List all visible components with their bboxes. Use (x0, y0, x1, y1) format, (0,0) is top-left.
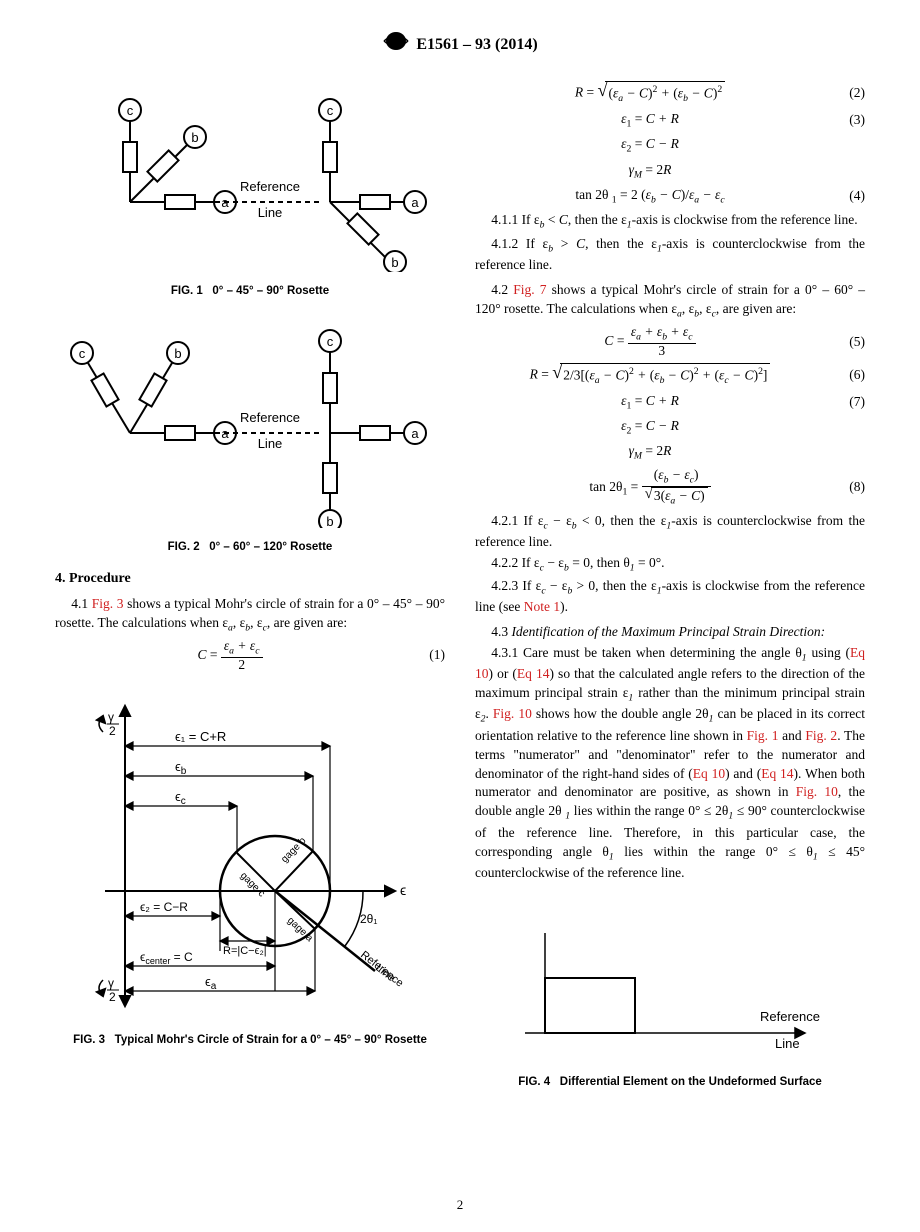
svg-text:a: a (411, 195, 419, 210)
link-fig10b[interactable]: Fig. 10 (796, 784, 838, 799)
para-4-1: 4.1 Fig. 3 shows a typical Mohr's circle… (55, 595, 445, 635)
para-4-3-1: 4.3.1 Care must be taken when determinin… (475, 644, 865, 883)
fig4-svg: Reference Line (505, 913, 835, 1063)
section-4-head: 4. Procedure (55, 569, 445, 589)
svg-text:Reference: Reference (240, 410, 300, 425)
link-note1[interactable]: Note 1 (524, 599, 560, 614)
svg-text:ϵc: ϵc (175, 789, 186, 807)
svg-text:ϵ: ϵ (400, 882, 406, 898)
svg-text:γ: γ (108, 976, 114, 990)
link-eq10b[interactable]: Eq 10 (693, 766, 725, 781)
equation-4: tan 2θ 1 = 2 (εb − C)/εa − εc (4) (475, 186, 865, 207)
para-4-1-2: 4.1.2 If εb > C, then the ε1-axis is cou… (475, 235, 865, 275)
fig1-svg: a b c Reference Line (70, 77, 430, 272)
para-4-2: 4.2 Fig. 7 shows a typical Mohr's circle… (475, 281, 865, 321)
svg-text:R=|C−ϵ₂|: R=|C−ϵ₂| (223, 945, 267, 957)
svg-text:Reference: Reference (240, 179, 300, 194)
svg-text:ϵ₁ = C+R: ϵ₁ = C+R (175, 729, 226, 744)
para-4-2-2: 4.2.2 If εc − εb = 0, then θ1 = 0°. (475, 554, 865, 575)
para-4-3-head: 4.3 Identification of the Maximum Princi… (475, 623, 865, 642)
svg-text:2: 2 (109, 990, 116, 1004)
svg-text:b: b (191, 130, 198, 145)
svg-text:ϵcenter = C: ϵcenter = C (140, 950, 193, 966)
fig3-svg: ϵ γ2 γ2 Reference Line gage a gage b (85, 691, 415, 1021)
svg-text:a: a (411, 426, 419, 441)
fig2-svg: a b c Reference Line a (70, 313, 430, 528)
link-fig10[interactable]: Fig. 10 (493, 706, 532, 721)
equation-6: R = √2/3[(εa − C)2 + (εb − C)2 + (εc − C… (475, 363, 865, 388)
link-fig7[interactable]: Fig. 7 (513, 282, 546, 297)
page-number: 2 (0, 1196, 920, 1214)
equation-1: C = εa + εc2 (1) (55, 639, 445, 673)
svg-text:b: b (391, 255, 398, 270)
svg-text:gage c: gage c (238, 870, 267, 899)
link-fig2[interactable]: Fig. 2 (805, 728, 837, 743)
equation-5: C = εa + εb + εc3 (5) (475, 325, 865, 359)
svg-text:b: b (174, 346, 181, 361)
svg-text:ϵ₂ = C−R: ϵ₂ = C−R (140, 900, 188, 914)
svg-text:ϵb: ϵb (175, 759, 187, 777)
link-eq14b[interactable]: Eq 14 (761, 766, 793, 781)
astm-logo (382, 30, 410, 59)
fig4-caption: FIG. 4 Differential Element on the Undef… (475, 1075, 865, 1090)
svg-text:c: c (127, 103, 134, 118)
link-fig1[interactable]: Fig. 1 (747, 728, 779, 743)
fig1-caption: FIG. 1 0° – 45° – 90° Rosette (55, 284, 445, 299)
svg-text:Line: Line (775, 1036, 800, 1051)
figure-1: a b c Reference Line (55, 77, 445, 299)
equation-3b: ε2 = C − R (475, 135, 865, 156)
svg-text:Line: Line (258, 436, 283, 451)
two-column-layout: a b c Reference Line (55, 77, 865, 1103)
equation-3: ε1 = C + R(3) (475, 110, 865, 131)
svg-text:2: 2 (109, 724, 116, 738)
fig3-caption: FIG. 3 Typical Mohr's Circle of Strain f… (55, 1033, 445, 1048)
equation-7b: ε2 = C − R (475, 417, 865, 438)
equation-2: R = √(εa − C)2 + (εb − C)2 (2) (475, 81, 865, 106)
page-header: E1561 – 93 (2014) (55, 30, 865, 59)
para-4-1-1: 4.1.1 If εb < C, then the ε1-axis is clo… (475, 211, 865, 232)
svg-text:Line: Line (258, 205, 283, 220)
figure-4: Reference Line FIG. 4 Differential Eleme… (475, 913, 865, 1090)
figure-2: a b c Reference Line a (55, 313, 445, 555)
equation-8: tan 2θ1 = (εb − εc) √3(εa − C) (8) (475, 468, 865, 508)
figure-3: ϵ γ2 γ2 Reference Line gage a gage b (55, 691, 445, 1048)
svg-text:γ: γ (108, 710, 114, 724)
left-column: a b c Reference Line (55, 77, 445, 1103)
svg-text:c: c (327, 103, 334, 118)
svg-text:c: c (79, 346, 86, 361)
fig2-caption: FIG. 2 0° – 60° – 120° Rosette (55, 540, 445, 555)
svg-text:c: c (327, 334, 334, 349)
svg-text:ϵa: ϵa (205, 974, 217, 992)
svg-text:2θ₁: 2θ₁ (360, 912, 377, 926)
link-eq14[interactable]: Eq 14 (517, 666, 550, 681)
link-fig3[interactable]: Fig. 3 (92, 596, 124, 611)
equation-3c: γM = 2R (475, 161, 865, 182)
para-4-2-1: 4.2.1 If εc − εb < 0, then the ε1-axis i… (475, 512, 865, 552)
para-4-2-3: 4.2.3 If εc − εb > 0, then the ε1-axis i… (475, 577, 865, 617)
svg-text:Reference: Reference (760, 1009, 820, 1024)
equation-7c: γM = 2R (475, 442, 865, 463)
standard-number: E1561 – 93 (2014) (416, 34, 537, 56)
right-column: R = √(εa − C)2 + (εb − C)2 (2) ε1 = C + … (475, 77, 865, 1103)
equation-7: ε1 = C + R(7) (475, 392, 865, 413)
svg-text:b: b (326, 514, 333, 528)
